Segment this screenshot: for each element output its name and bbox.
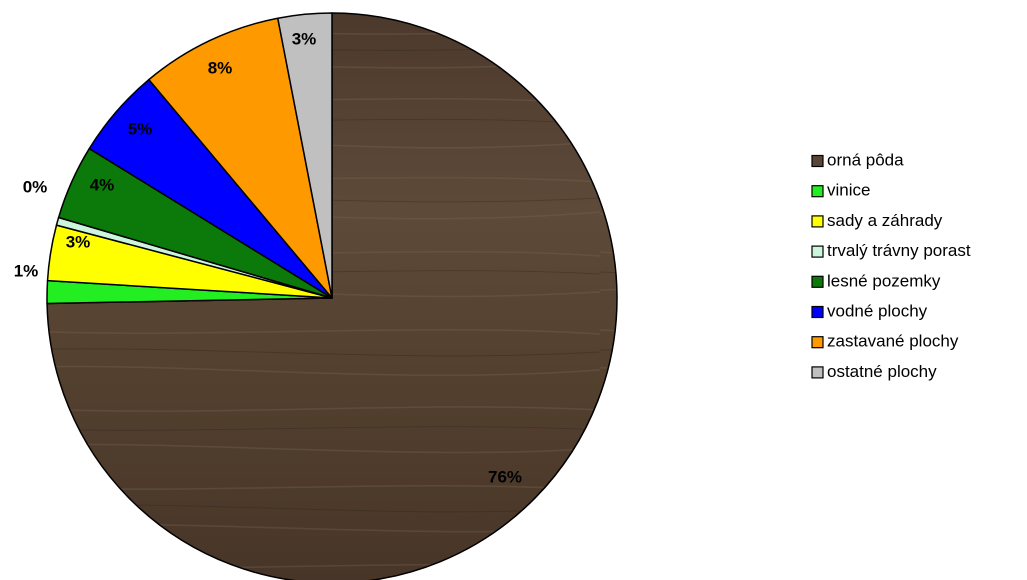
legend-swatch-trvaly-travny-porast (811, 245, 824, 258)
legend-label-ostatne-plochy: ostatné plochy (827, 362, 937, 381)
data-label-vinice: 1% (14, 261, 39, 280)
data-label-zastavane-plochy: 8% (208, 58, 233, 77)
data-label-vodne-plochy: 5% (128, 119, 153, 138)
legend-label-trvaly-travny-porast: trvalý trávny porast (827, 241, 971, 260)
legend-swatch-orna-poda (811, 154, 824, 168)
legend-swatch-lesne-pozemky (811, 275, 824, 288)
legend-swatch-sady-a-zahrady (811, 215, 824, 228)
legend-swatch-zastavane-plochy (811, 336, 824, 349)
legend-swatch-vodne-plochy (811, 305, 824, 319)
pie-slices (46, 12, 618, 580)
legend-label-lesne-pozemky: lesné pozemky (827, 271, 941, 290)
legend-label-vinice: vinice (827, 181, 870, 200)
legend-swatch-vinice (811, 185, 824, 198)
legend-label-zastavane-plochy: zastavané plochy (827, 332, 959, 351)
data-label-ostatne-plochy: 3% (292, 29, 317, 48)
data-label-sady-a-zahrady: 3% (66, 232, 91, 251)
legend-label-vodne-plochy: vodné plochy (827, 301, 928, 320)
pie-slice-zastavane-plochy (148, 17, 333, 299)
slice-labels: 76% 1% 3% 0% 4% 5% 8% 3% (14, 29, 522, 486)
legend-label-orna-poda: orná pôda (827, 150, 904, 169)
legend-swatch-ostatne-plochy (811, 366, 824, 379)
data-label-orna-poda: 76% (488, 467, 522, 486)
data-label-lesne-pozemky: 4% (90, 175, 115, 194)
data-label-trvaly-travny-porast: 0% (23, 177, 48, 196)
pie-slice-ostatne-plochy (277, 12, 333, 299)
legend: orná pôda vinice sady a záhrady trvalý tráv… (811, 150, 971, 381)
legend-label-sady-a-zahrady: sady a záhrady (827, 211, 943, 230)
